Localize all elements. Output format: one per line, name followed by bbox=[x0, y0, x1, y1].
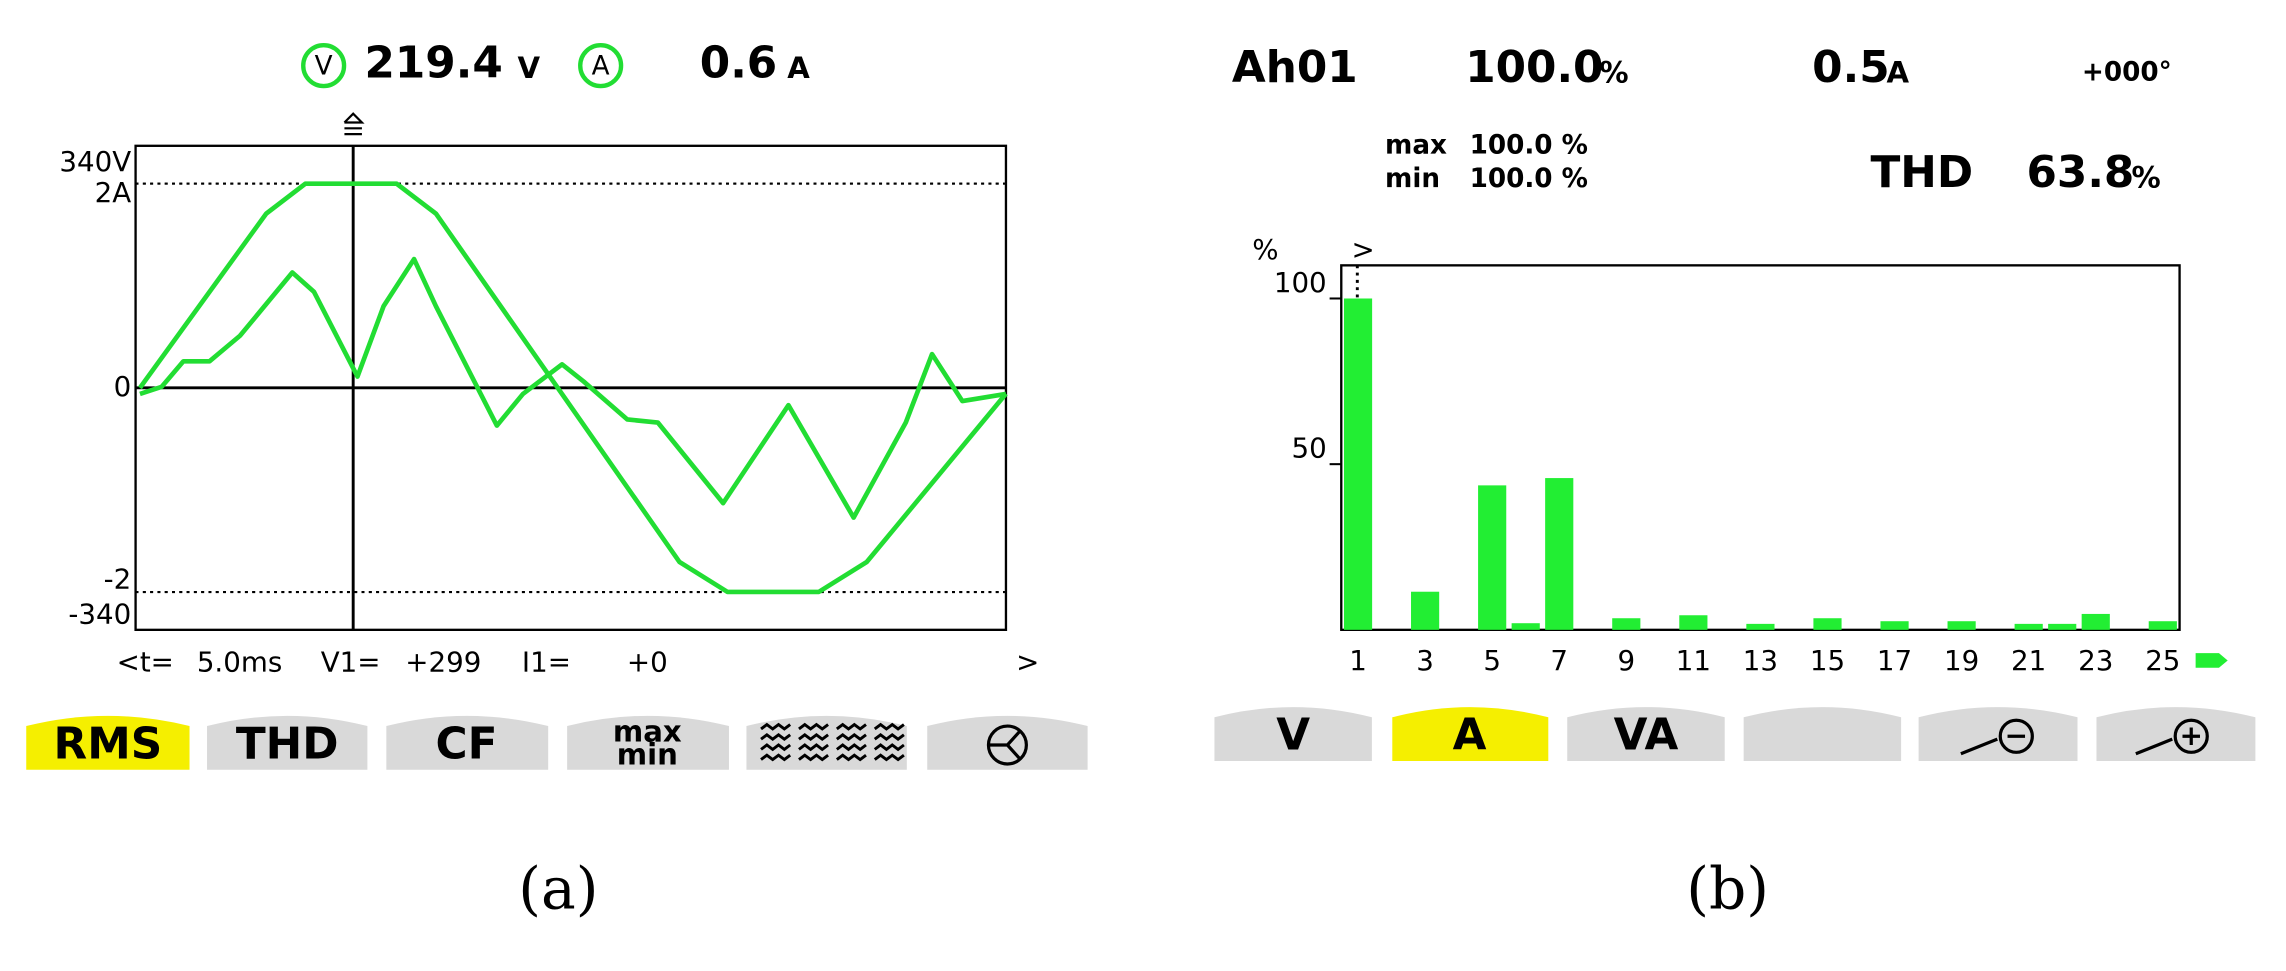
min-value: 100.0 % bbox=[1470, 164, 1588, 194]
harmonic-percent-unit: % bbox=[1599, 55, 1628, 89]
caption: (b) bbox=[1686, 855, 1769, 923]
status-t-label: <t= bbox=[117, 645, 174, 678]
y2-tick-label: 2A bbox=[95, 176, 132, 209]
button-rms[interactable] bbox=[26, 715, 190, 770]
y-axis-label: % bbox=[1252, 233, 1278, 266]
button-cf[interactable] bbox=[386, 715, 549, 770]
current-unit: A bbox=[787, 51, 810, 85]
max-label: max bbox=[1385, 130, 1447, 160]
x-tick-label: 25 bbox=[2145, 644, 2180, 677]
bar bbox=[1511, 623, 1540, 630]
bar bbox=[1411, 591, 1440, 630]
bar bbox=[2081, 613, 2110, 630]
phasor-icon bbox=[986, 724, 1028, 766]
caption: (a) bbox=[518, 855, 598, 923]
max-value: 100.0 % bbox=[1470, 130, 1588, 160]
x-tick-label: 3 bbox=[1416, 644, 1434, 677]
v-badge bbox=[301, 43, 347, 89]
y-tick-label: 0 bbox=[114, 370, 132, 403]
x-tick-label: 19 bbox=[1944, 644, 1979, 677]
harmonic-current-unit: A bbox=[1887, 55, 1910, 89]
x-tick-label: 23 bbox=[2078, 644, 2113, 677]
bar bbox=[2048, 623, 2077, 630]
status-time: 5.0ms bbox=[197, 645, 282, 678]
button-zoom-out[interactable] bbox=[1918, 707, 2078, 762]
thd-unit: % bbox=[2131, 160, 2160, 194]
bar bbox=[1813, 618, 1842, 630]
plot-frame bbox=[1340, 264, 2181, 631]
x-tick-label: 11 bbox=[1676, 644, 1711, 677]
v-badge-label: V bbox=[315, 52, 333, 82]
x-tick-label: 21 bbox=[2011, 644, 2046, 677]
button-maxmin[interactable] bbox=[567, 715, 729, 770]
button-label[interactable]: THD bbox=[236, 718, 339, 769]
x-tick-label: 7 bbox=[1550, 644, 1568, 677]
status-i1-label: I1= bbox=[522, 645, 571, 678]
x-tick-label: 15 bbox=[1810, 644, 1845, 677]
y-tick-label: 100 bbox=[1274, 266, 1327, 299]
button-label[interactable]: RMS bbox=[54, 718, 163, 769]
bar bbox=[1343, 298, 1373, 630]
bar bbox=[1746, 623, 1775, 630]
button-label[interactable]: A bbox=[1453, 710, 1487, 761]
current-reading: 0.6 bbox=[700, 38, 777, 89]
button-va[interactable] bbox=[1567, 707, 1725, 762]
button-label-top[interactable]: max bbox=[613, 714, 682, 748]
harmonic-cursor: > bbox=[1352, 233, 1375, 266]
x-tick-label: 1 bbox=[1349, 644, 1367, 677]
y2-tick-label: -2 bbox=[104, 562, 132, 595]
series-line bbox=[139, 256, 1007, 520]
harmonic-percent: 100.0 bbox=[1465, 42, 1603, 93]
bar bbox=[2014, 623, 2043, 630]
button-v[interactable] bbox=[1214, 707, 1372, 762]
zoom-out-icon bbox=[1960, 718, 2034, 756]
voltage-unit: V bbox=[518, 51, 541, 85]
button-a[interactable] bbox=[1392, 707, 1549, 762]
y-tick-label: 340V bbox=[59, 145, 131, 178]
button-label[interactable]: CF bbox=[436, 718, 498, 769]
button-blank[interactable] bbox=[1743, 707, 1902, 762]
waves-icon bbox=[760, 722, 905, 762]
harmonic-rank: Ah01 bbox=[1232, 42, 1358, 93]
bar bbox=[1679, 615, 1708, 630]
bar bbox=[1880, 621, 1909, 630]
button-label[interactable]: VA bbox=[1614, 710, 1679, 761]
scroll-arrow bbox=[2195, 653, 2228, 668]
cursor-handle bbox=[343, 112, 365, 136]
x-tick-label: 9 bbox=[1617, 644, 1635, 677]
bar bbox=[1612, 618, 1641, 630]
min-label: min bbox=[1385, 164, 1440, 194]
button-label[interactable]: V bbox=[1276, 710, 1310, 761]
x-tick-label: 13 bbox=[1743, 644, 1778, 677]
harmonic-phase: +000° bbox=[2082, 57, 2172, 87]
a-badge bbox=[578, 43, 624, 89]
bar bbox=[1478, 485, 1507, 630]
x-tick-label: 17 bbox=[1877, 644, 1912, 677]
bar bbox=[2148, 621, 2177, 630]
status-v1-label: V1= bbox=[321, 645, 381, 678]
status-i1: +0 bbox=[627, 645, 668, 678]
thd-value: 63.8 bbox=[2026, 147, 2134, 198]
button-thd[interactable] bbox=[207, 715, 368, 770]
status-next: > bbox=[1016, 645, 1039, 678]
harmonic-current: 0.5 bbox=[1812, 42, 1889, 93]
thd-label: THD bbox=[1870, 147, 1973, 198]
a-badge-label: A bbox=[592, 52, 610, 82]
bar bbox=[1947, 621, 1976, 630]
series-line bbox=[138, 181, 1008, 595]
voltage-reading: 219.4 bbox=[364, 38, 502, 89]
y-tick-label: -340 bbox=[68, 597, 131, 630]
y-tick-label: 50 bbox=[1291, 432, 1326, 465]
zoom-in-icon bbox=[2135, 718, 2209, 756]
x-tick-label: 5 bbox=[1483, 644, 1501, 677]
button-label-bottom[interactable]: min bbox=[617, 738, 678, 772]
bar bbox=[1545, 478, 1574, 630]
status-v1: +299 bbox=[405, 645, 481, 678]
